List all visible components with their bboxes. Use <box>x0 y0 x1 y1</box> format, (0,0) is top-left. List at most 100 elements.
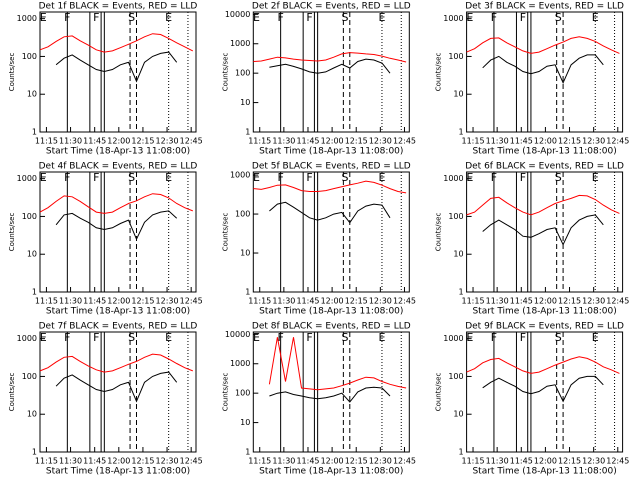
event-label: E <box>253 171 260 184</box>
y-tick-label: 1000 <box>443 14 463 23</box>
y-tick-label: 1000 <box>230 39 250 48</box>
y-tick-label: 1 <box>245 288 250 297</box>
x-axis-label: Start Time (18-Apr-13 11:08:00) <box>472 467 616 477</box>
y-tick-label: 1 <box>32 448 37 457</box>
event-label: S <box>341 11 348 24</box>
event-label: F <box>277 11 283 24</box>
event-label: F <box>306 331 312 344</box>
series-line <box>55 210 178 241</box>
x-tick-label: 12:45 <box>606 457 629 466</box>
x-axis-label: Start Time (18-Apr-13 11:08:00) <box>259 147 403 157</box>
chart-title: Det 8f BLACK = Events, RED = LLD <box>252 322 411 332</box>
event-label: S <box>128 171 135 184</box>
y-tick-label: 100 <box>235 69 250 78</box>
plot-frame <box>252 11 410 133</box>
series-line <box>466 36 620 54</box>
x-tick-label: 11:30 <box>272 457 295 466</box>
event-label: F <box>491 331 497 344</box>
x-tick-label: 12:15 <box>131 137 154 146</box>
y-tick-label: 100 <box>448 372 463 381</box>
y-tick-label: 10 <box>240 418 250 427</box>
y-axis-label: Counts/sec <box>435 373 443 412</box>
x-tick-label: 12:15 <box>345 457 368 466</box>
event-label: F <box>93 171 99 184</box>
x-tick-label: 11:30 <box>486 457 509 466</box>
y-tick-label: 1 <box>32 288 37 297</box>
event-label: E <box>165 11 172 24</box>
x-tick-label: 11:45 <box>510 457 533 466</box>
y-tick-label: 100 <box>448 52 463 61</box>
x-tick-label: 12:45 <box>393 137 416 146</box>
x-tick-label: 12:15 <box>345 137 368 146</box>
event-label: E <box>592 11 599 24</box>
event-label: E <box>466 171 473 184</box>
series-line <box>482 375 604 403</box>
event-label: E <box>466 11 473 24</box>
x-tick-label: 11:30 <box>272 297 295 306</box>
x-tick-label: 11:15 <box>35 457 58 466</box>
y-tick-label: 1000 <box>230 171 250 180</box>
y-axis-label: Counts/sec <box>221 53 229 92</box>
x-tick-label: 11:45 <box>296 137 319 146</box>
x-tick-label: 12:30 <box>156 457 179 466</box>
x-tick-label: 12:00 <box>534 297 557 306</box>
y-axis-label: Counts/sec <box>8 213 16 252</box>
x-tick-label: 11:30 <box>59 297 82 306</box>
chart-title: Det 6f BLACK = Events, RED = LLD <box>465 162 624 172</box>
x-tick-label: 11:15 <box>35 297 58 306</box>
y-axis-label: Counts/sec <box>435 213 443 252</box>
series-line <box>39 353 193 373</box>
x-tick-label: 12:45 <box>393 297 416 306</box>
event-label: S <box>555 331 562 344</box>
event-label: E <box>592 171 599 184</box>
y-tick-label: 100 <box>22 212 37 221</box>
x-tick-label: 12:45 <box>606 137 629 146</box>
y-tick-label: 10 <box>27 250 37 259</box>
y-tick-label: 1000 <box>443 174 463 183</box>
x-tick-label: 11:30 <box>59 137 82 146</box>
x-tick-label: 12:30 <box>582 137 605 146</box>
x-tick-label: 12:15 <box>558 457 581 466</box>
event-label: F <box>64 331 70 344</box>
event-label: F <box>520 171 526 184</box>
event-label: F <box>277 171 283 184</box>
event-label: E <box>378 171 385 184</box>
y-tick-label: 10000 <box>225 330 250 339</box>
series-line <box>269 386 391 403</box>
x-tick-label: 12:00 <box>321 297 344 306</box>
x-axis-label: Start Time (18-Apr-13 11:08:00) <box>259 467 403 477</box>
x-tick-label: 11:45 <box>510 137 533 146</box>
y-tick-label: 10 <box>453 250 463 259</box>
plot-frame <box>252 171 410 293</box>
x-tick-label: 11:45 <box>296 457 319 466</box>
x-axis-label: Start Time (18-Apr-13 11:08:00) <box>46 467 190 477</box>
series-line <box>482 54 604 85</box>
x-tick-label: 12:00 <box>107 457 130 466</box>
y-axis-label: Counts/sec <box>8 53 16 92</box>
x-tick-label: 12:30 <box>369 297 392 306</box>
event-label: E <box>253 331 260 344</box>
y-tick-label: 1 <box>459 288 464 297</box>
x-tick-label: 12:15 <box>558 297 581 306</box>
y-axis-label: Counts/sec <box>221 213 229 252</box>
plot-frame <box>466 171 624 293</box>
series-line <box>55 51 178 83</box>
plot-frame <box>39 11 197 133</box>
event-label: F <box>93 331 99 344</box>
plot-frame <box>466 11 624 133</box>
x-tick-label: 11:30 <box>272 137 295 146</box>
x-tick-label: 12:15 <box>345 297 368 306</box>
event-label: E <box>253 11 260 24</box>
x-tick-label: 12:45 <box>393 457 416 466</box>
x-tick-label: 12:15 <box>558 137 581 146</box>
x-tick-label: 11:15 <box>248 297 271 306</box>
chart-title: Det 4f BLACK = Events, RED = LLD <box>39 162 198 172</box>
event-label: F <box>520 331 526 344</box>
event-label: F <box>277 331 283 344</box>
y-tick-label: 10 <box>240 249 250 258</box>
chart-title: Det 9f BLACK = Events, RED = LLD <box>465 322 624 332</box>
event-label: E <box>165 171 172 184</box>
x-tick-label: 11:30 <box>486 297 509 306</box>
x-tick-label: 12:30 <box>582 457 605 466</box>
